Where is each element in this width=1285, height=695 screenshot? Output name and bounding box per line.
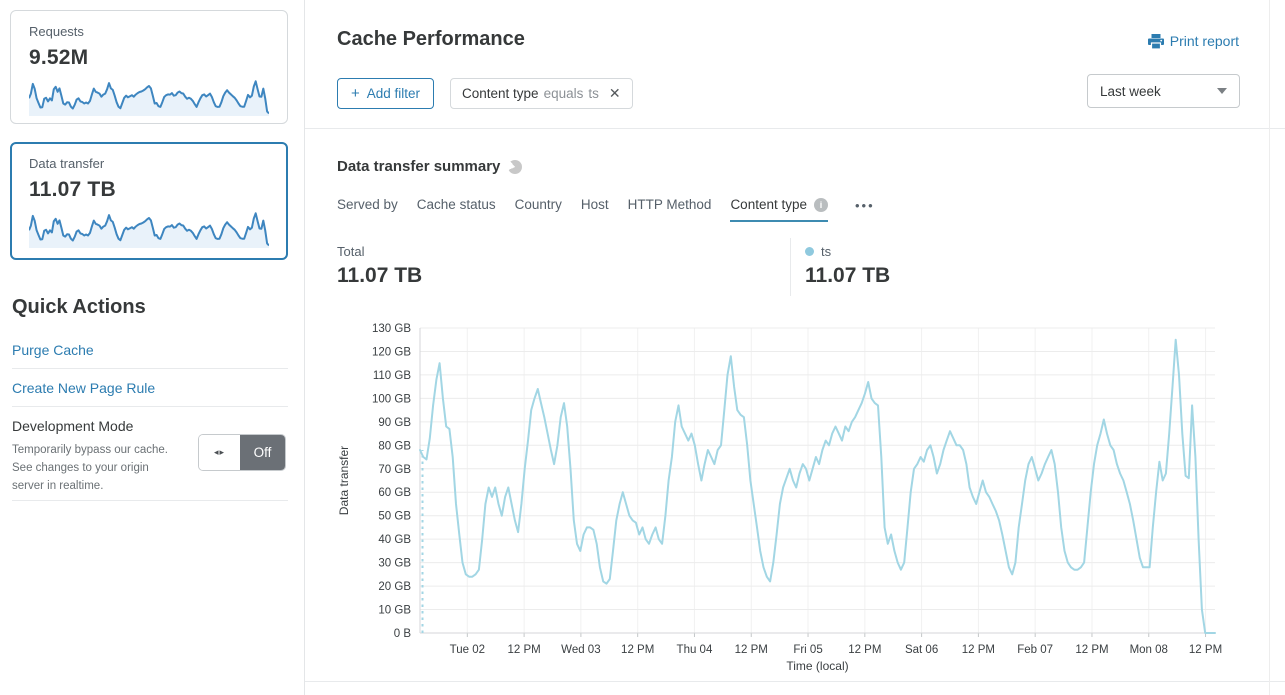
svg-text:80 GB: 80 GB bbox=[378, 440, 411, 452]
svg-text:12 PM: 12 PM bbox=[1189, 644, 1222, 656]
svg-text:100 GB: 100 GB bbox=[372, 393, 411, 405]
data-transfer-metric-card[interactable]: Data transfer 11.07 TB bbox=[10, 142, 288, 260]
svg-text:20 GB: 20 GB bbox=[378, 581, 411, 593]
requests-sparkline-chart bbox=[29, 80, 269, 116]
divider bbox=[305, 128, 1285, 129]
close-icon[interactable]: ✕ bbox=[608, 85, 621, 101]
more-tabs-icon[interactable]: ••• bbox=[855, 198, 875, 213]
svg-text:0 B: 0 B bbox=[394, 628, 412, 640]
svg-text:Sat 06: Sat 06 bbox=[905, 644, 938, 656]
svg-text:12 PM: 12 PM bbox=[621, 644, 654, 656]
filter-field: Content type bbox=[462, 86, 539, 101]
sidebar: Requests 9.52M Data transfer 11.07 TB Qu… bbox=[0, 0, 305, 695]
divider bbox=[790, 238, 791, 296]
svg-text:12 PM: 12 PM bbox=[507, 644, 540, 656]
development-mode-label: Development Mode bbox=[12, 418, 134, 434]
svg-text:12 PM: 12 PM bbox=[962, 644, 995, 656]
requests-card-value: 9.52M bbox=[29, 46, 89, 69]
svg-text:30 GB: 30 GB bbox=[378, 558, 411, 570]
svg-text:10 GB: 10 GB bbox=[378, 605, 411, 617]
svg-text:Mon 08: Mon 08 bbox=[1130, 644, 1168, 656]
development-mode-description: Temporarily bypass our cache. See change… bbox=[12, 444, 168, 492]
toggle-arrows-icon: ◂▸ bbox=[199, 435, 240, 470]
print-report-label: Print report bbox=[1169, 33, 1239, 49]
create-page-rule-link[interactable]: Create New Page Rule bbox=[12, 380, 156, 396]
svg-text:Wed 03: Wed 03 bbox=[561, 644, 600, 656]
tab-http-method[interactable]: HTTP Method bbox=[627, 197, 712, 212]
tab-cache-status[interactable]: Cache status bbox=[416, 197, 496, 212]
data-transfer-line-chart: Tue 02 12 PM Wed 03 12 PM Thu 04 12 PM Fri 05 1… bbox=[337, 323, 1222, 673]
svg-text:Tue 02: Tue 02 bbox=[450, 644, 485, 656]
legend-series-value: 11.07 TB bbox=[805, 264, 891, 287]
svg-text:Feb 07: Feb 07 bbox=[1017, 644, 1053, 656]
info-icon[interactable]: i bbox=[814, 197, 828, 212]
data-transfer-card-value: 11.07 TB bbox=[29, 178, 116, 201]
summary-title-text: Data transfer summary bbox=[337, 158, 501, 175]
purge-cache-link[interactable]: Purge Cache bbox=[12, 342, 94, 358]
print-report-button[interactable]: Print report bbox=[1147, 33, 1239, 49]
svg-text:12 PM: 12 PM bbox=[1075, 644, 1108, 656]
divider bbox=[12, 406, 288, 407]
tab-content-type-label: Content type bbox=[730, 197, 807, 212]
plus-icon: + bbox=[351, 85, 360, 102]
svg-text:12 PM: 12 PM bbox=[848, 644, 881, 656]
summary-tabs: Served by Cache status Country Host HTTP… bbox=[337, 197, 875, 222]
summary-section-title: Data transfer summary bbox=[337, 158, 523, 175]
add-filter-button[interactable]: + Add filter bbox=[337, 78, 435, 109]
legend-dot-icon bbox=[805, 247, 814, 256]
svg-text:Data transfer: Data transfer bbox=[337, 446, 351, 515]
svg-text:70 GB: 70 GB bbox=[378, 464, 411, 476]
pie-timer-icon bbox=[508, 159, 523, 174]
divider bbox=[12, 368, 288, 369]
divider bbox=[305, 681, 1285, 682]
svg-text:Fri 05: Fri 05 bbox=[793, 644, 822, 656]
tab-served-by[interactable]: Served by bbox=[337, 197, 398, 212]
requests-metric-card[interactable]: Requests 9.52M bbox=[10, 10, 288, 124]
time-range-value: Last week bbox=[1100, 83, 1161, 99]
svg-text:60 GB: 60 GB bbox=[378, 487, 411, 499]
data-transfer-sparkline-chart bbox=[29, 212, 269, 248]
add-filter-label: Add filter bbox=[366, 86, 421, 101]
printer-icon bbox=[1147, 33, 1164, 49]
total-label: Total bbox=[337, 244, 365, 259]
svg-text:130 GB: 130 GB bbox=[372, 323, 411, 335]
content-type-filter-chip[interactable]: Content type equals ts ✕ bbox=[450, 78, 633, 109]
svg-text:90 GB: 90 GB bbox=[378, 417, 411, 429]
development-mode-toggle[interactable]: ◂▸ Off bbox=[199, 435, 285, 470]
total-value: 11.07 TB bbox=[337, 264, 423, 287]
toggle-state-label: Off bbox=[240, 435, 285, 470]
svg-text:110 GB: 110 GB bbox=[373, 370, 411, 382]
series-legend: ts bbox=[805, 244, 831, 259]
svg-text:40 GB: 40 GB bbox=[378, 534, 411, 546]
svg-text:12 PM: 12 PM bbox=[735, 644, 768, 656]
tab-content-type[interactable]: Content type i bbox=[730, 197, 828, 222]
time-range-select[interactable]: Last week bbox=[1087, 74, 1240, 108]
filter-value: ts bbox=[588, 86, 599, 101]
page-title: Cache Performance bbox=[337, 28, 525, 50]
data-transfer-card-label: Data transfer bbox=[29, 156, 105, 171]
divider bbox=[1269, 0, 1270, 695]
quick-actions-title: Quick Actions bbox=[12, 296, 146, 318]
tab-host[interactable]: Host bbox=[580, 197, 609, 212]
svg-text:Thu 04: Thu 04 bbox=[677, 644, 713, 656]
filter-operator: equals bbox=[543, 86, 584, 101]
tab-country[interactable]: Country bbox=[514, 197, 562, 212]
svg-text:Time (local): Time (local) bbox=[786, 659, 848, 673]
requests-card-label: Requests bbox=[29, 24, 84, 39]
main-content: Cache Performance Print report + Add fil… bbox=[305, 0, 1285, 695]
divider bbox=[12, 500, 288, 501]
legend-series-name: ts bbox=[821, 244, 832, 259]
chevron-down-icon bbox=[1217, 88, 1227, 94]
svg-text:120 GB: 120 GB bbox=[372, 346, 411, 358]
svg-text:50 GB: 50 GB bbox=[378, 511, 411, 523]
